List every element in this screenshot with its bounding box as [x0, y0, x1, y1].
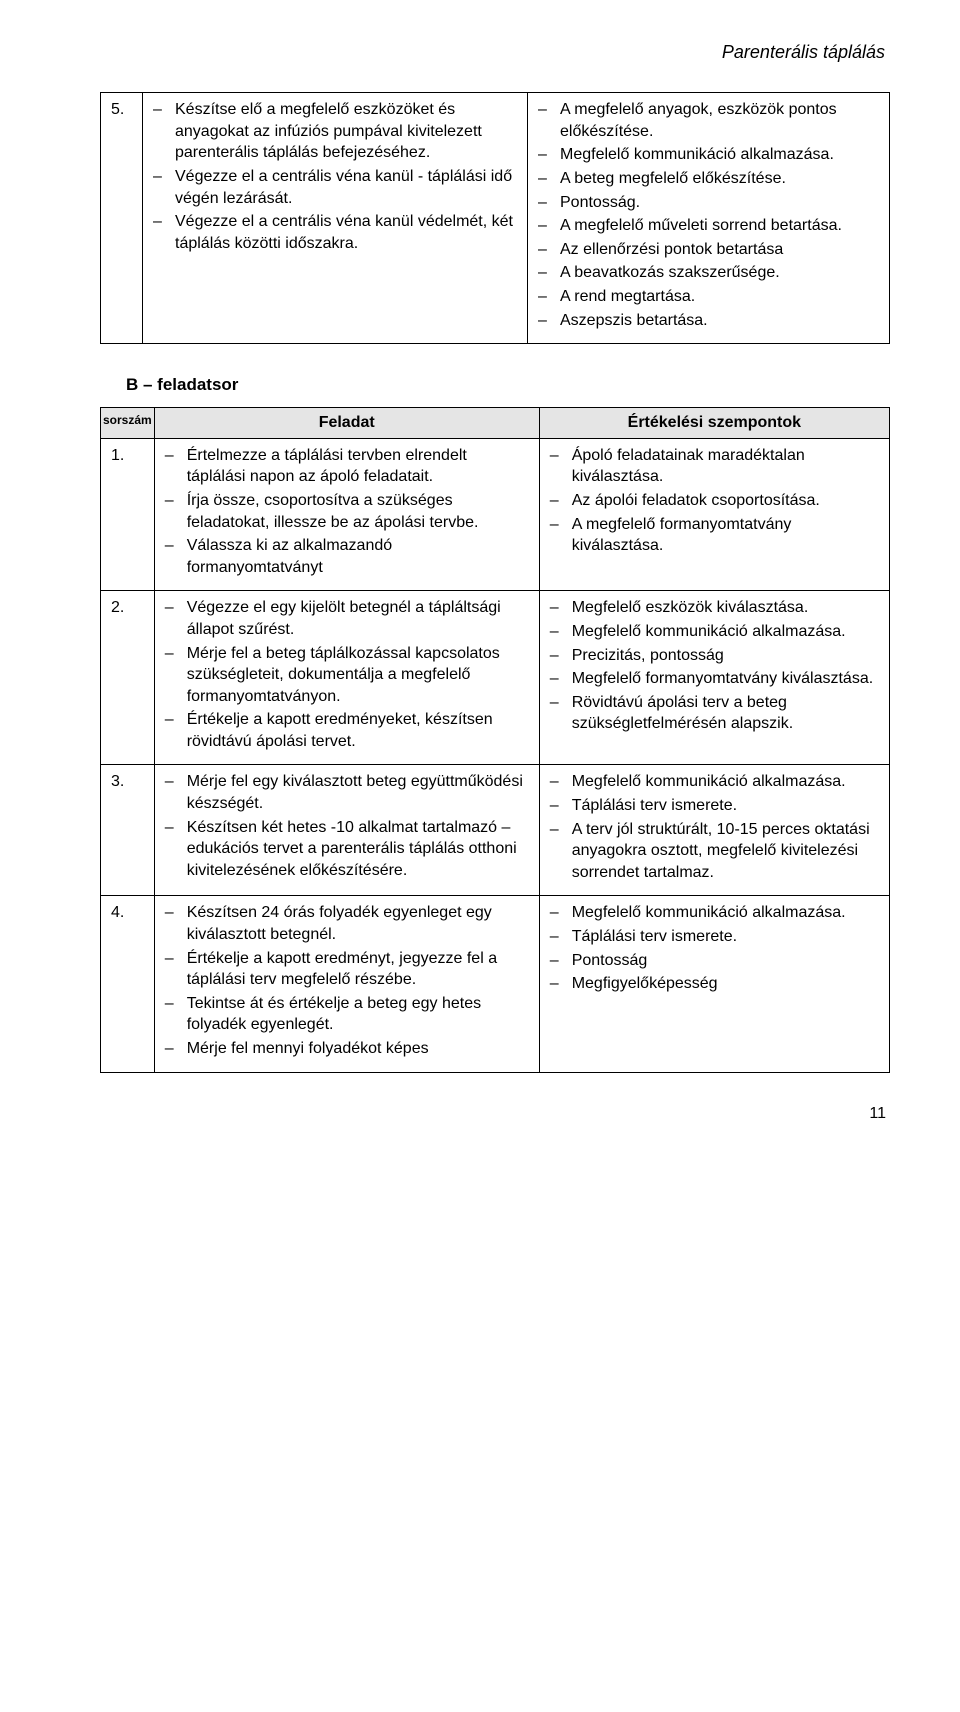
list-item: A terv jól struktúrált, 10-15 perces okt…: [572, 819, 879, 884]
table-row: 2. Végezze el egy kijelölt betegnél a tá…: [101, 591, 890, 765]
header-feladat: Feladat: [154, 408, 539, 439]
list-item: A beteg megfelelő előkészítése.: [560, 168, 879, 190]
criteria-list: Ápoló feladatainak maradéktalan kiválasz…: [550, 445, 879, 557]
row-number: 2.: [101, 591, 155, 765]
list-item: Mérje fel egy kiválasztott beteg együttm…: [187, 771, 529, 814]
list-item: Pontosság.: [560, 192, 879, 214]
table-header-row: sorszám Feladat Értékelési szempontok: [101, 408, 890, 439]
list-item: Megfelelő kommunikáció alkalmazása.: [572, 621, 879, 643]
list-item: Mérje fel mennyi folyadékot képes: [187, 1038, 529, 1060]
header-szempontok: Értékelési szempontok: [539, 408, 889, 439]
task-cell: Végezze el egy kijelölt betegnél a táplá…: [154, 591, 539, 765]
table-row: 1. Értelmezze a táplálási tervben elrend…: [101, 438, 890, 591]
table-row: 3. Mérje fel egy kiválasztott beteg együ…: [101, 765, 890, 896]
list-item: Megfigyelőképesség: [572, 973, 879, 995]
criteria-cell: Megfelelő kommunikáció alkalmazása. Tápl…: [539, 896, 889, 1072]
criteria-cell: Megfelelő eszközök kiválasztása. Megfele…: [539, 591, 889, 765]
criteria-cell: Megfelelő kommunikáció alkalmazása. Tápl…: [539, 765, 889, 896]
list-item: Készítsen két hetes -10 alkalmat tartalm…: [187, 817, 529, 882]
criteria-list: A megfelelő anyagok, eszközök pontos elő…: [538, 99, 879, 331]
task-cell: Készítse elő a megfelelő eszközöket és a…: [143, 93, 528, 344]
list-item: Írja össze, csoportosítva a szükséges fe…: [187, 490, 529, 533]
criteria-list: Megfelelő eszközök kiválasztása. Megfele…: [550, 597, 879, 735]
list-item: Végezze el a centrális véna kanül védelm…: [175, 211, 517, 254]
list-item: Értelmezze a táplálási tervben elrendelt…: [187, 445, 529, 488]
list-item: Értékelje a kapott eredményt, jegyezze f…: [187, 948, 529, 991]
row-number: 5.: [101, 93, 143, 344]
list-item: Megfelelő formanyomtatvány kiválasztása.: [572, 668, 879, 690]
page-number: 11: [100, 1103, 890, 1125]
task-cell: Készítsen 24 órás folyadék egyenleget eg…: [154, 896, 539, 1072]
criteria-list: Megfelelő kommunikáció alkalmazása. Tápl…: [550, 771, 879, 883]
page-header-title: Parenterális táplálás: [100, 40, 890, 64]
criteria-cell: Ápoló feladatainak maradéktalan kiválasz…: [539, 438, 889, 591]
list-item: Megfelelő kommunikáció alkalmazása.: [572, 902, 879, 924]
criteria-list: Megfelelő kommunikáció alkalmazása. Tápl…: [550, 902, 879, 994]
list-item: Az ellenőrzési pontok betartása: [560, 239, 879, 261]
list-item: Megfelelő eszközök kiválasztása.: [572, 597, 879, 619]
list-item: Rövidtávú ápolási terv a beteg szükségle…: [572, 692, 879, 735]
task-list: Végezze el egy kijelölt betegnél a táplá…: [165, 597, 529, 752]
row-number: 3.: [101, 765, 155, 896]
table-b: sorszám Feladat Értékelési szempontok 1.…: [100, 407, 890, 1072]
list-item: A megfelelő formanyomtatvány kiválasztás…: [572, 514, 879, 557]
list-item: Pontosság: [572, 950, 879, 972]
list-item: Aszepszis betartása.: [560, 310, 879, 332]
row-number: 1.: [101, 438, 155, 591]
task-list: Mérje fel egy kiválasztott beteg együttm…: [165, 771, 529, 881]
criteria-cell: A megfelelő anyagok, eszközök pontos elő…: [528, 93, 890, 344]
list-item: A beavatkozás szakszerűsége.: [560, 262, 879, 284]
task-cell: Mérje fel egy kiválasztott beteg együttm…: [154, 765, 539, 896]
header-sorszam: sorszám: [101, 408, 155, 439]
list-item: Végezze el a centrális véna kanül - tápl…: [175, 166, 517, 209]
list-item: Az ápolói feladatok csoportosítása.: [572, 490, 879, 512]
list-item: Válassza ki az alkalmazandó formanyomtat…: [187, 535, 529, 578]
task-list: Készítsen 24 órás folyadék egyenleget eg…: [165, 902, 529, 1059]
list-item: Táplálási terv ismerete.: [572, 795, 879, 817]
list-item: Mérje fel a beteg táplálkozással kapcsol…: [187, 643, 529, 708]
task-cell: Értelmezze a táplálási tervben elrendelt…: [154, 438, 539, 591]
section-b-label: B – feladatsor: [126, 374, 890, 397]
table-row: 5. Készítse elő a megfelelő eszközöket é…: [101, 93, 890, 344]
list-item: Készítse elő a megfelelő eszközöket és a…: [175, 99, 517, 164]
list-item: Táplálási terv ismerete.: [572, 926, 879, 948]
list-item: A rend megtartása.: [560, 286, 879, 308]
list-item: A megfelelő anyagok, eszközök pontos elő…: [560, 99, 879, 142]
top-table: 5. Készítse elő a megfelelő eszközöket é…: [100, 92, 890, 344]
row-number: 4.: [101, 896, 155, 1072]
list-item: Megfelelő kommunikáció alkalmazása.: [560, 144, 879, 166]
list-item: Végezze el egy kijelölt betegnél a táplá…: [187, 597, 529, 640]
list-item: A megfelelő műveleti sorrend betartása.: [560, 215, 879, 237]
list-item: Értékelje a kapott eredményeket, készíts…: [187, 709, 529, 752]
list-item: Készítsen 24 órás folyadék egyenleget eg…: [187, 902, 529, 945]
task-list: Értelmezze a táplálási tervben elrendelt…: [165, 445, 529, 579]
list-item: Precizitás, pontosság: [572, 645, 879, 667]
table-row: 4. Készítsen 24 órás folyadék egyenleget…: [101, 896, 890, 1072]
list-item: Megfelelő kommunikáció alkalmazása.: [572, 771, 879, 793]
task-list: Készítse elő a megfelelő eszközöket és a…: [153, 99, 517, 254]
list-item: Tekintse át és értékelje a beteg egy het…: [187, 993, 529, 1036]
list-item: Ápoló feladatainak maradéktalan kiválasz…: [572, 445, 879, 488]
